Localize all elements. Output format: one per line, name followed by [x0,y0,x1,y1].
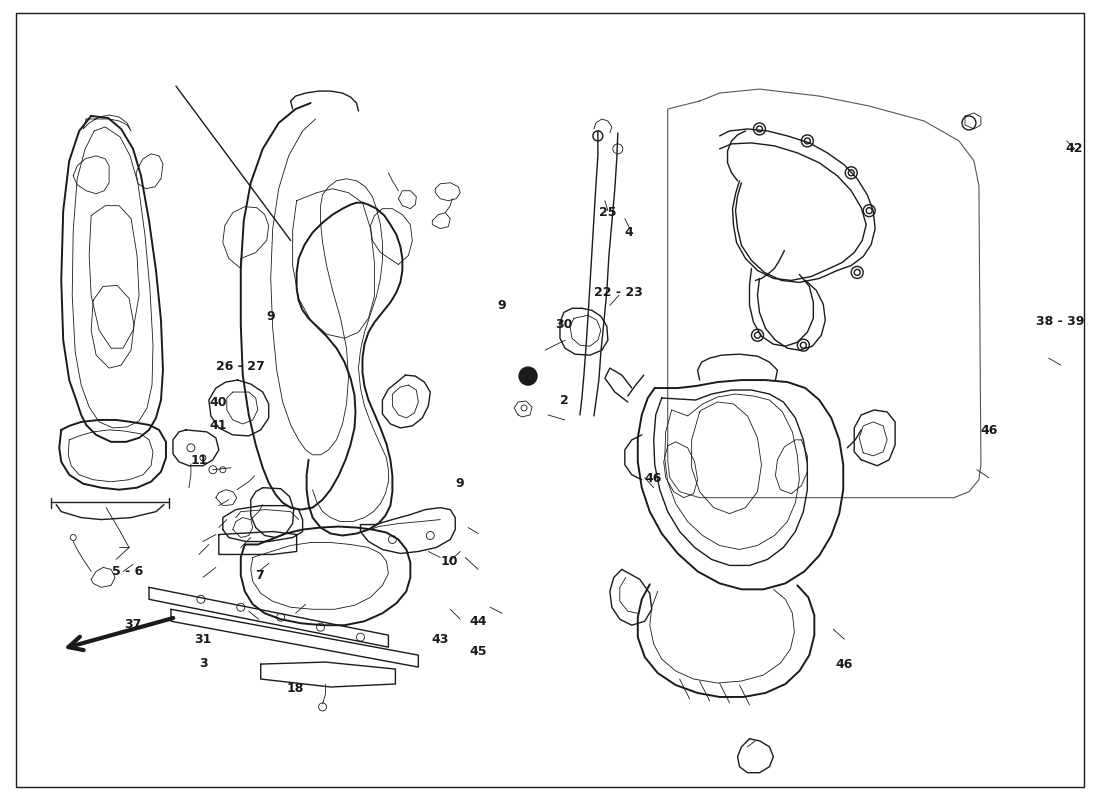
Text: 25: 25 [600,206,617,219]
Text: 9: 9 [497,299,506,313]
Text: 9: 9 [266,310,275,322]
Text: 30: 30 [556,318,573,330]
Text: 43: 43 [431,633,449,646]
Text: 26 - 27: 26 - 27 [217,360,265,373]
Text: 37: 37 [124,618,142,631]
Text: 46: 46 [645,472,662,485]
Text: 41: 41 [210,419,228,432]
Circle shape [519,367,537,385]
Text: 18: 18 [287,682,304,695]
Text: 40: 40 [210,396,228,409]
Text: 10: 10 [440,554,458,567]
Text: 11: 11 [190,454,208,467]
Text: 4: 4 [625,226,634,239]
Text: 5 - 6: 5 - 6 [112,565,143,578]
Text: 7: 7 [255,569,264,582]
Text: 31: 31 [195,633,212,646]
Text: 42: 42 [1066,142,1083,155]
Text: 44: 44 [470,615,487,628]
Text: 45: 45 [470,645,487,658]
Text: 2: 2 [560,394,569,406]
Text: 46: 46 [835,658,852,671]
Text: 9: 9 [455,478,464,490]
Text: 22 - 23: 22 - 23 [594,286,642,299]
Text: 3: 3 [199,657,208,670]
Text: 46: 46 [980,424,998,437]
Text: 38 - 39: 38 - 39 [1036,315,1085,328]
